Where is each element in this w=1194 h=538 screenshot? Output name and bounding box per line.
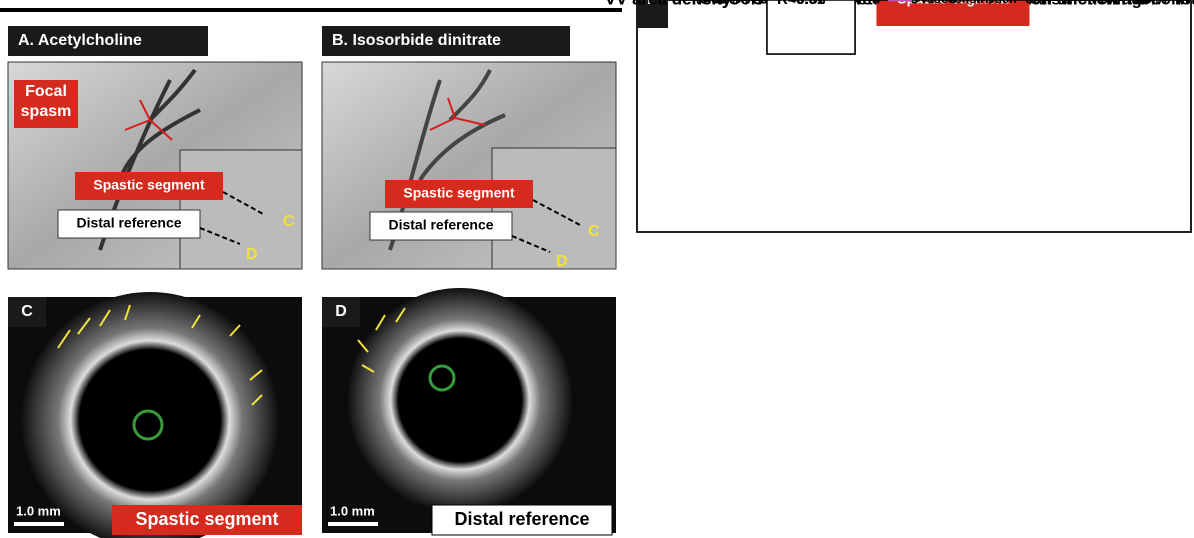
- annotation: Spastic segment: [403, 185, 515, 201]
- y-axis-label: VV area density: [605, 0, 732, 8]
- panel-frame: [637, 0, 1191, 232]
- annotation: P<0.01: [777, 0, 825, 8]
- y2-axis-label: Vasoconstriction: [1112, 0, 1194, 8]
- x-tick-label: 1: [758, 0, 766, 7]
- panel-label: C: [21, 303, 33, 320]
- x-tick-label: 9: [1064, 0, 1072, 7]
- annotation: Spastic segment: [93, 177, 205, 193]
- panel-label: D: [335, 303, 347, 320]
- legend-label: Vasoconstriction: [920, 0, 1017, 6]
- scale-bar: [14, 522, 64, 526]
- x-tick-label: 4: [873, 0, 881, 7]
- caption: Distal reference: [454, 509, 589, 529]
- point-label: D: [556, 253, 568, 270]
- top-rule: [0, 8, 622, 12]
- panel-label: B. Isosorbide dinitrate: [332, 32, 501, 49]
- stats-box: [767, 0, 855, 54]
- caption: Spastic segment: [135, 509, 278, 529]
- x-tick-label: 8: [1026, 0, 1034, 7]
- inset: [492, 148, 616, 269]
- point-label: D: [246, 246, 258, 263]
- scale-label: 1.0 mm: [16, 503, 61, 518]
- figure: A. Acetylcholine Focal spasm Spastic seg…: [0, 0, 1194, 538]
- scale-label: 1.0 mm: [330, 503, 375, 518]
- panel-label: A. Acetylcholine: [18, 32, 142, 49]
- x-tick-label: 5: [911, 0, 919, 7]
- focal-label: Focal spasm: [14, 82, 78, 122]
- scale-bar: [328, 522, 378, 526]
- annotation: Distal reference: [388, 217, 493, 233]
- panel-frame: [637, 0, 1191, 232]
- point-label: C: [283, 213, 295, 230]
- point-label: C: [588, 223, 600, 240]
- vessel-wall: [22, 292, 278, 538]
- annotation: Distal reference: [76, 215, 181, 231]
